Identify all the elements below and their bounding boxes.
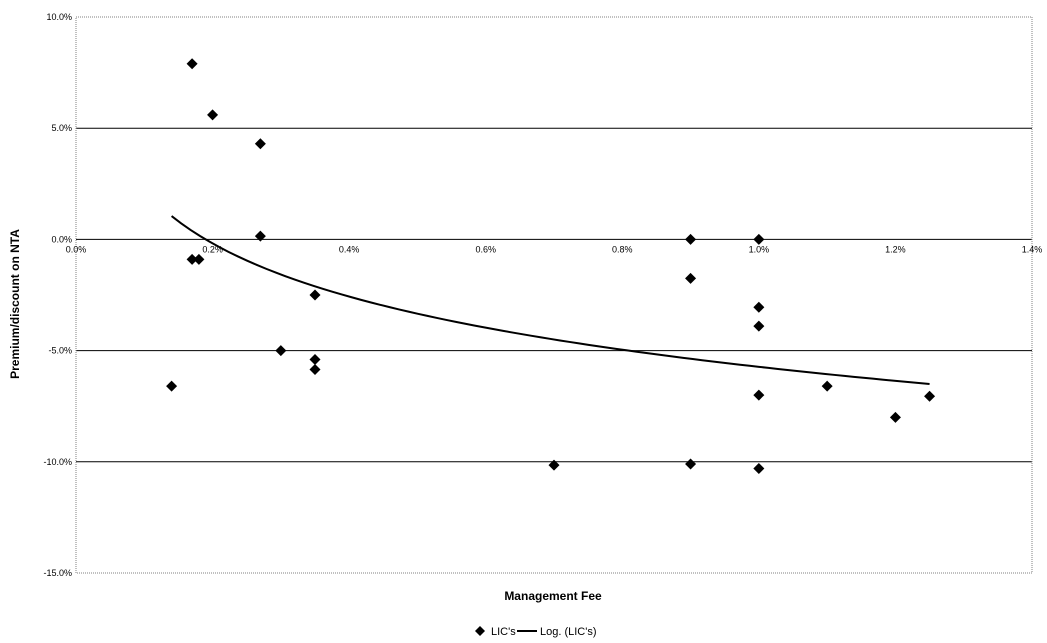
data-point-diamond [685,272,697,284]
data-point-diamond [254,230,266,242]
x-tick-label: 1.0% [749,244,770,254]
legend-label-series: LIC's [491,626,516,638]
data-point-diamond [753,320,765,332]
data-point-diamond [753,389,765,401]
x-axis-tick-labels: 0.0% 0.2% 0.4% 0.6% 0.8% 1.0% 1.2% 1.4% [66,244,1043,254]
data-point-diamond [193,253,205,265]
log-trendline [170,215,930,385]
data-point-diamond [254,138,266,150]
data-point-diamond [186,253,198,265]
x-tick-label: 0.0% [66,244,87,254]
data-point-diamond [275,345,287,357]
gridlines [76,127,1032,463]
y-tick-label: -5.0% [48,346,72,356]
y-tick-label: 5.0% [51,123,72,133]
x-tick-label: 0.8% [612,244,633,254]
data-point-diamond [309,289,321,301]
x-tick-label: 1.2% [885,244,906,254]
y-tick-label: 0.0% [51,234,72,244]
data-point-diamond [309,364,321,376]
data-point-diamond [753,301,765,313]
x-tick-label: 1.4% [1022,244,1043,254]
x-tick-label: 0.6% [475,244,496,254]
data-point-diamond [309,353,321,365]
data-point-diamond [753,462,765,474]
y-axis-title: Premium/discount on NTA [8,229,22,379]
y-tick-label: -10.0% [43,457,72,467]
data-points [166,58,936,474]
legend-label-trendline: Log. (LIC's) [540,626,597,638]
plot-area-frame [75,16,1033,574]
y-axis-tick-labels: 10.0% 5.0% 0.0% -5.0% -10.0% -15.0% [43,12,72,578]
x-axis-title: Management Fee [504,589,602,603]
data-point-diamond [889,411,901,423]
data-point-diamond [186,58,198,70]
legend-diamond-marker [475,626,485,636]
x-tick-label: 0.2% [202,244,223,254]
data-point-diamond [685,458,697,470]
data-point-diamond [753,233,765,245]
legend: LIC's Log. (LIC's) [475,626,597,638]
x-tick-label: 0.4% [339,244,360,254]
data-point-diamond [924,390,936,402]
y-tick-label: -15.0% [43,568,72,578]
data-point-diamond [821,380,833,392]
data-point-diamond [166,380,178,392]
data-point-diamond [548,459,560,471]
data-point-diamond [207,109,219,121]
data-point-diamond [685,233,697,245]
y-tick-label: 10.0% [46,12,72,22]
